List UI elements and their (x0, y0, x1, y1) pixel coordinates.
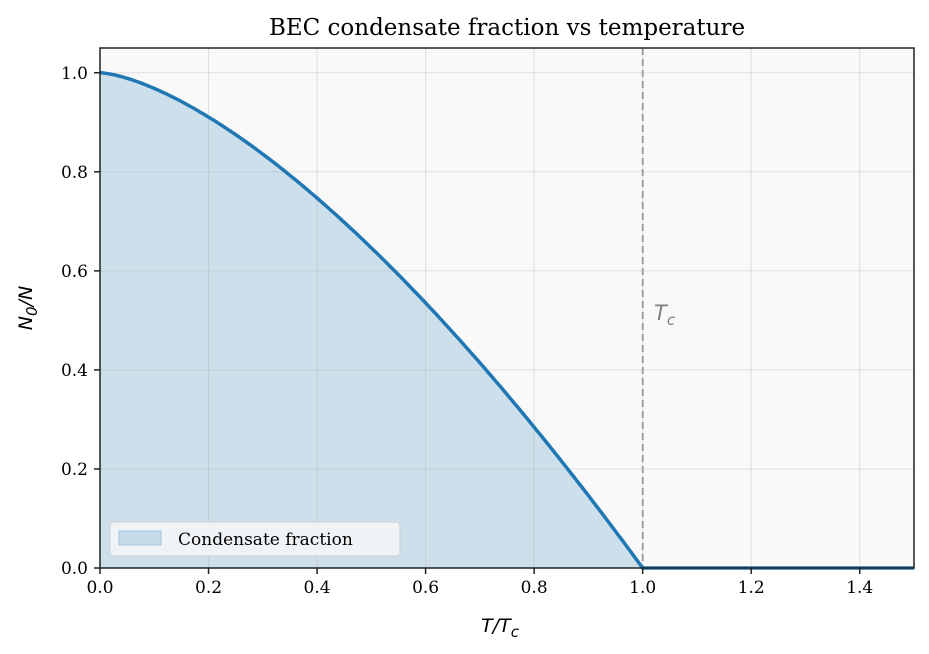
legend: Condensate fraction (109, 521, 401, 557)
x-tick-label: 0.2 (195, 578, 222, 598)
x-tick-label: 0.6 (412, 578, 439, 598)
x-tick-label: 1.4 (846, 578, 873, 598)
x-tick-label: 0.8 (521, 578, 548, 598)
y-tick-label: 0.6 (61, 262, 88, 282)
y-axis-ticks: 0.0 0.2 0.4 0.6 0.8 1.0 (61, 64, 100, 579)
chart-title: BEC condensate fraction vs temperature (269, 15, 745, 41)
y-tick-label: 0.8 (61, 163, 88, 183)
legend-box (109, 521, 401, 557)
x-tick-label: 0.4 (304, 578, 331, 598)
condensate-fill-area (100, 72, 643, 569)
axes-frame (99, 47, 915, 569)
legend-swatch (118, 530, 162, 546)
y-axis-label: N0/N (15, 286, 41, 330)
x-axis-label: T/Tc (481, 615, 520, 641)
x-tick-label: 0.0 (86, 578, 113, 598)
y-tick-label: 1.0 (61, 64, 88, 84)
x-tick-label: 1.2 (738, 578, 765, 598)
x-tick-label: 1.0 (629, 578, 656, 598)
legend-label: Condensate fraction (178, 530, 353, 550)
x-axis-ticks: 0.0 0.2 0.4 0.6 0.8 1.0 1.2 1.4 (86, 568, 873, 598)
tc-annotation: Tc (654, 301, 676, 329)
y-tick-label: 0.2 (61, 460, 88, 480)
y-tick-label: 0.4 (61, 361, 88, 381)
y-tick-label: 0.0 (61, 559, 88, 579)
